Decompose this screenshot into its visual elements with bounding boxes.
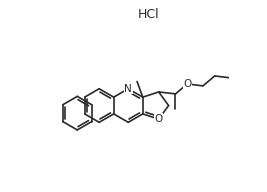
Text: N: N <box>124 84 132 94</box>
Text: O: O <box>183 79 191 89</box>
Text: O: O <box>155 114 163 124</box>
Text: HCl: HCl <box>138 7 160 21</box>
